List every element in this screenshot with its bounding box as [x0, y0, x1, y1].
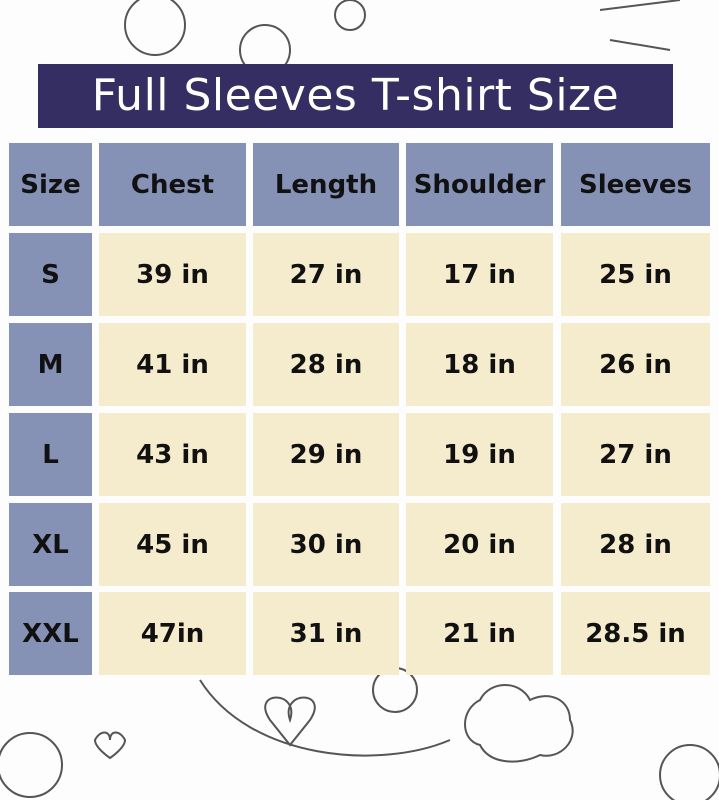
measurement-cell: 47in [99, 592, 246, 675]
measurement-cell: 39 in [99, 233, 246, 316]
column-header-shoulder: Shoulder [406, 143, 553, 226]
size-label-cell: L [9, 413, 92, 496]
size-label-cell: XL [9, 503, 92, 586]
column-header-chest: Chest [99, 143, 246, 226]
measurement-cell: 26 in [561, 323, 710, 406]
size-label-cell: M [9, 323, 92, 406]
measurement-cell: 28.5 in [561, 592, 710, 675]
measurement-cell: 30 in [253, 503, 399, 586]
measurement-cell: 43 in [99, 413, 246, 496]
measurement-cell: 25 in [561, 233, 710, 316]
measurement-cell: 27 in [561, 413, 710, 496]
measurement-cell: 31 in [253, 592, 399, 675]
size-label-cell: S [9, 233, 92, 316]
measurement-cell: 27 in [253, 233, 399, 316]
measurement-cell: 41 in [99, 323, 246, 406]
measurement-cell: 19 in [406, 413, 553, 496]
measurement-cell: 45 in [99, 503, 246, 586]
measurement-cell: 28 in [253, 323, 399, 406]
measurement-cell: 29 in [253, 413, 399, 496]
measurement-cell: 20 in [406, 503, 553, 586]
measurement-cell: 17 in [406, 233, 553, 316]
column-header-size: Size [9, 143, 92, 226]
column-header-length: Length [253, 143, 399, 226]
page-title: Full Sleeves T-shirt Size [38, 64, 673, 128]
measurement-cell: 18 in [406, 323, 553, 406]
size-label-cell: XXL [9, 592, 92, 675]
measurement-cell: 21 in [406, 592, 553, 675]
measurement-cell: 28 in [561, 503, 710, 586]
column-header-sleeves: Sleeves [561, 143, 710, 226]
